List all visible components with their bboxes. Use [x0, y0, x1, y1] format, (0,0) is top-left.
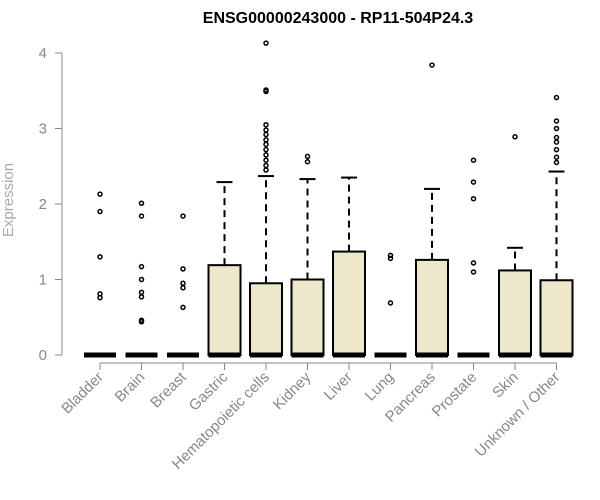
box — [498, 269, 532, 356]
outlier-point — [180, 304, 186, 311]
outlier-point — [470, 179, 477, 185]
box-group — [207, 181, 242, 358]
outlier-point — [470, 260, 477, 266]
outlier-point — [553, 118, 560, 124]
box-group — [498, 134, 532, 358]
outlier-point — [387, 300, 394, 306]
y-tick-label: 3 — [39, 121, 47, 138]
box-group — [125, 200, 158, 358]
outlier-point — [180, 266, 186, 272]
y-axis: 0 1 2 3 4 — [39, 45, 63, 364]
outlier-point — [180, 285, 186, 291]
outlier-point — [304, 158, 311, 165]
box-group — [332, 176, 366, 358]
box — [207, 264, 242, 356]
outlier-point — [553, 139, 560, 145]
x-tick-label: Breast — [147, 368, 190, 411]
box-group — [249, 40, 283, 358]
x-tick-label: Kidney — [270, 368, 315, 413]
outlier-point — [553, 94, 560, 101]
outlier-point — [553, 134, 560, 141]
outlier-point — [512, 134, 518, 140]
outlier-point — [263, 131, 269, 138]
outlier-point — [180, 280, 186, 287]
box — [539, 279, 574, 357]
x-tick-label: Lung — [362, 369, 398, 405]
outlier-point — [304, 153, 311, 160]
y-tick-label: 2 — [39, 196, 47, 213]
outlier-point — [138, 319, 145, 325]
outlier-point — [138, 289, 145, 296]
x-tick-label: Prostate — [429, 369, 481, 421]
y-tick-label: 1 — [39, 272, 47, 289]
outlier-point — [138, 294, 145, 300]
outlier-point — [263, 146, 269, 153]
outlier-point — [553, 159, 560, 166]
box — [415, 258, 449, 356]
outlier-point — [138, 200, 145, 206]
outlier-point — [387, 255, 394, 262]
outlier-point — [470, 269, 477, 275]
y-tick-label: 4 — [39, 45, 47, 62]
outlier-point — [263, 162, 269, 169]
chart-title: ENSG00000243000 - RP11-504P24.3 — [203, 10, 474, 27]
outlier-point — [263, 152, 269, 158]
box-group — [167, 213, 199, 358]
outlier-point — [263, 40, 269, 46]
x-tick-label: Liver — [321, 369, 356, 404]
boxes-layer — [84, 40, 574, 358]
outlier-point — [387, 252, 394, 259]
box-group — [457, 157, 490, 358]
box-group — [374, 252, 407, 358]
outlier-point — [263, 137, 269, 143]
x-tick-label: Bladder — [58, 369, 107, 418]
outlier-point — [470, 157, 477, 163]
outlier-point — [97, 294, 103, 301]
box — [290, 278, 325, 356]
outlier-point — [263, 157, 269, 163]
outlier-point — [138, 263, 145, 270]
y-axis-label: Expression — [0, 163, 17, 237]
box — [332, 250, 366, 356]
box-group — [84, 191, 116, 358]
box-group — [290, 153, 325, 358]
outlier-point — [180, 213, 186, 219]
outlier-point — [263, 167, 269, 173]
outlier-point — [263, 127, 269, 133]
outlier-point — [138, 276, 145, 283]
outlier-point — [97, 208, 103, 215]
outlier-point — [97, 254, 103, 260]
outlier-point — [470, 195, 477, 202]
outlier-point — [263, 141, 269, 148]
outlier-point — [263, 121, 269, 128]
outlier-point — [263, 88, 269, 95]
outlier-point — [138, 213, 145, 219]
outlier-point — [97, 191, 103, 197]
box-group — [415, 62, 449, 358]
outlier-point — [553, 125, 560, 132]
box-group — [539, 94, 574, 358]
x-tick-label: Skin — [489, 369, 522, 402]
outlier-point — [553, 146, 560, 153]
y-tick-label: 0 — [39, 347, 47, 364]
outlier-point — [429, 62, 435, 68]
box — [249, 282, 283, 356]
outlier-point — [553, 154, 560, 160]
x-tick-label: Brain — [112, 369, 149, 406]
